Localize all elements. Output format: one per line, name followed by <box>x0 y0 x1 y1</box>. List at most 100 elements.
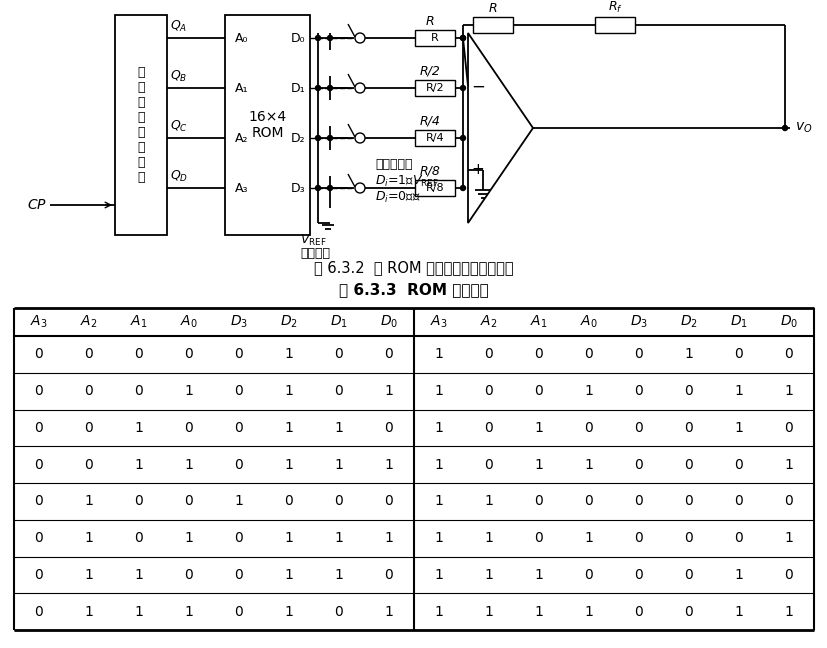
Text: $D_3$: $D_3$ <box>230 314 248 330</box>
Text: 0: 0 <box>584 568 593 582</box>
Text: 1: 1 <box>784 457 792 472</box>
Text: 0: 0 <box>234 531 243 545</box>
Text: D₁: D₁ <box>290 82 304 95</box>
Text: 1: 1 <box>184 605 194 619</box>
Circle shape <box>355 83 365 93</box>
Text: 二
进
制
递
增
计
数
器: 二 进 制 递 增 计 数 器 <box>137 66 145 184</box>
Text: 0: 0 <box>385 568 393 582</box>
Text: 0: 0 <box>784 421 792 435</box>
Text: 1: 1 <box>484 531 493 545</box>
Text: 0: 0 <box>633 457 643 472</box>
Text: 1: 1 <box>384 384 393 398</box>
Text: 1: 1 <box>434 531 443 545</box>
Text: $A_0$: $A_0$ <box>580 314 597 330</box>
Text: 0: 0 <box>234 605 243 619</box>
Text: 1: 1 <box>584 605 593 619</box>
Text: $D_2$: $D_2$ <box>280 314 298 330</box>
Text: 0: 0 <box>784 494 792 509</box>
Text: $R_f$: $R_f$ <box>607 0 622 15</box>
Text: 0: 0 <box>35 605 43 619</box>
Text: 0: 0 <box>35 347 43 362</box>
Text: 0: 0 <box>135 384 143 398</box>
Text: R: R <box>431 33 438 43</box>
Text: $Q_C$: $Q_C$ <box>170 119 188 134</box>
Bar <box>414 30 455 46</box>
Text: 0: 0 <box>534 347 543 362</box>
Text: 0: 0 <box>184 347 194 362</box>
Text: 1: 1 <box>434 457 443 472</box>
Text: 1: 1 <box>334 421 343 435</box>
Polygon shape <box>467 33 533 223</box>
Text: 0: 0 <box>234 384 243 398</box>
Text: 0: 0 <box>234 457 243 472</box>
Text: 0: 0 <box>584 421 593 435</box>
Circle shape <box>327 36 332 40</box>
Text: 0: 0 <box>684 457 692 472</box>
Text: 0: 0 <box>234 421 243 435</box>
Text: 1: 1 <box>334 568 343 582</box>
Text: 0: 0 <box>35 384 43 398</box>
Text: 0: 0 <box>184 421 194 435</box>
Text: 1: 1 <box>434 605 443 619</box>
Text: 0: 0 <box>35 568 43 582</box>
Text: 0: 0 <box>484 384 493 398</box>
Text: 0: 0 <box>684 494 692 509</box>
Text: 0: 0 <box>784 347 792 362</box>
Text: 0: 0 <box>734 494 743 509</box>
Text: 0: 0 <box>684 568 692 582</box>
Text: 0: 0 <box>684 531 692 545</box>
Text: 0: 0 <box>84 384 93 398</box>
Bar <box>225 15 309 235</box>
Text: 1: 1 <box>584 384 593 398</box>
Text: 基准电压: 基准电压 <box>299 247 330 260</box>
Text: R/2: R/2 <box>425 83 444 93</box>
Text: $A_2$: $A_2$ <box>80 314 98 330</box>
Text: 0: 0 <box>633 347 643 362</box>
Text: 0: 0 <box>734 531 743 545</box>
Text: 1: 1 <box>135 605 143 619</box>
Text: 1: 1 <box>734 384 743 398</box>
Text: 0: 0 <box>633 421 643 435</box>
Text: 0: 0 <box>334 494 343 509</box>
Text: R/8: R/8 <box>419 165 440 178</box>
Text: 1: 1 <box>584 457 593 472</box>
Text: D₃: D₃ <box>290 181 304 194</box>
Text: 1: 1 <box>434 384 443 398</box>
Text: 1: 1 <box>534 605 543 619</box>
Text: 1: 1 <box>284 384 293 398</box>
Text: 1: 1 <box>784 531 792 545</box>
Text: 1: 1 <box>784 384 792 398</box>
Text: 1: 1 <box>135 568 143 582</box>
Text: $D_1$: $D_1$ <box>729 314 747 330</box>
Text: 1: 1 <box>284 347 293 362</box>
Text: 1: 1 <box>484 494 493 509</box>
Text: R/4: R/4 <box>419 115 440 128</box>
Circle shape <box>315 36 320 40</box>
Text: 0: 0 <box>385 421 393 435</box>
Text: $A_2$: $A_2$ <box>480 314 497 330</box>
Text: 1: 1 <box>684 347 692 362</box>
Text: 1: 1 <box>334 531 343 545</box>
Text: 0: 0 <box>534 494 543 509</box>
Text: 0: 0 <box>534 384 543 398</box>
Text: 1: 1 <box>434 421 443 435</box>
Text: 1: 1 <box>434 347 443 362</box>
Text: 0: 0 <box>35 457 43 472</box>
Text: $Q_D$: $Q_D$ <box>170 169 188 184</box>
Circle shape <box>355 133 365 143</box>
Text: 0: 0 <box>84 347 93 362</box>
Text: 1: 1 <box>84 494 93 509</box>
Text: 0: 0 <box>584 494 593 509</box>
Text: 1: 1 <box>84 605 93 619</box>
Text: R/2: R/2 <box>419 65 440 78</box>
Text: $D_0$: $D_0$ <box>380 314 398 330</box>
Text: 0: 0 <box>633 568 643 582</box>
Text: A₃: A₃ <box>235 181 248 194</box>
Text: 1: 1 <box>184 384 194 398</box>
Text: 0: 0 <box>135 347 143 362</box>
Text: $D_i$=0接地: $D_i$=0接地 <box>375 190 420 205</box>
Text: 1: 1 <box>84 531 93 545</box>
Text: 0: 0 <box>35 421 43 435</box>
Text: 1: 1 <box>284 421 293 435</box>
Text: 表 6.3.3  ROM 的真值表: 表 6.3.3 ROM 的真值表 <box>339 283 488 297</box>
